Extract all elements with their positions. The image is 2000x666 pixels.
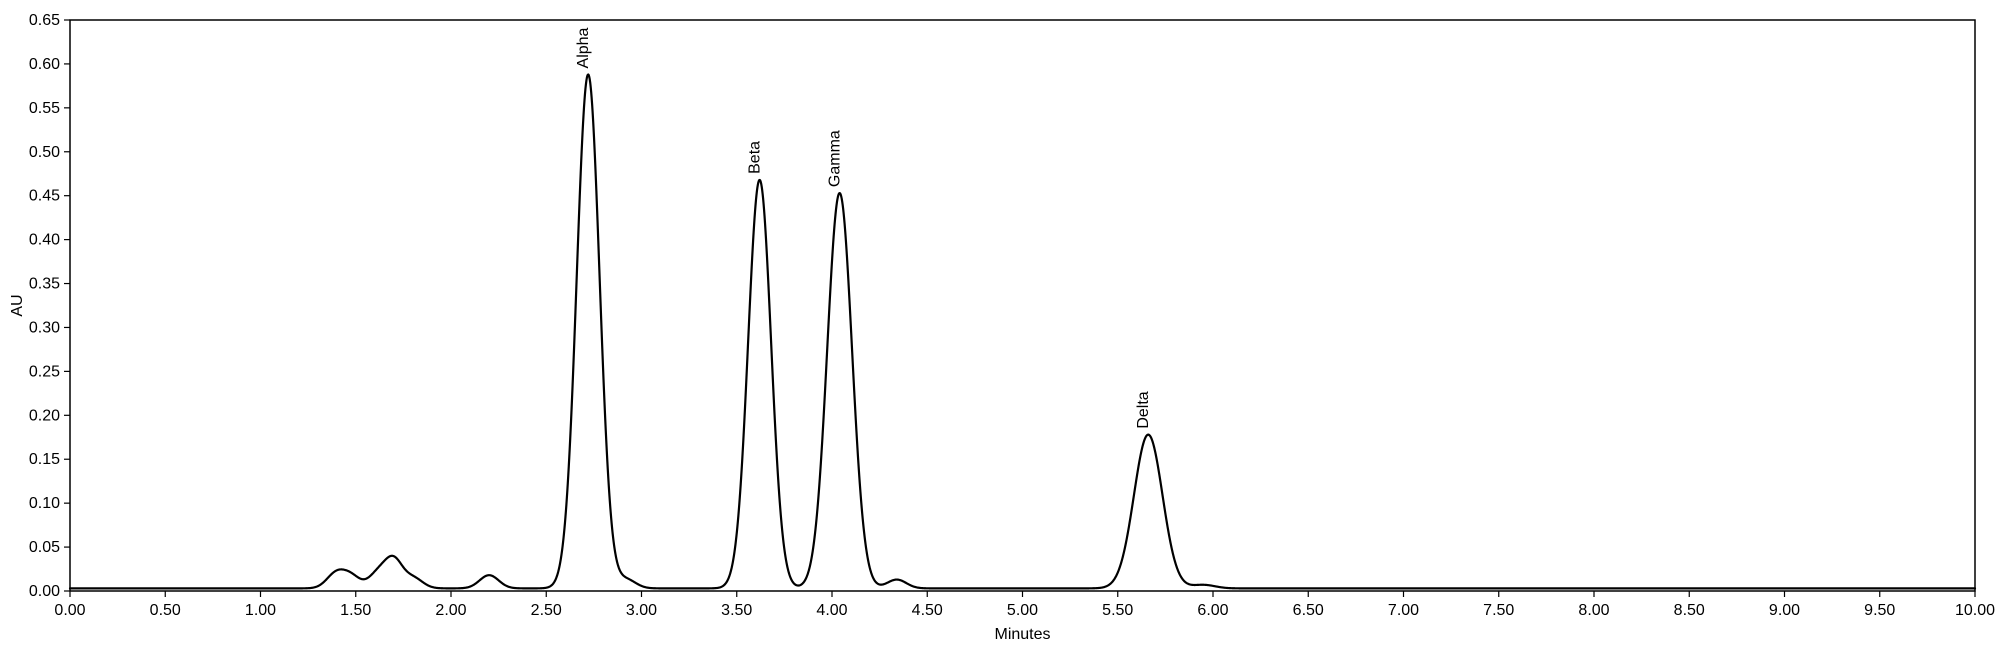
y-tick-label: 0.30 <box>29 319 60 336</box>
x-tick-label: 3.50 <box>721 602 752 619</box>
y-tick-label: 0.35 <box>29 276 60 293</box>
x-tick-label: 1.50 <box>340 602 371 619</box>
y-tick-label: 0.25 <box>29 363 60 380</box>
x-tick-label: 6.00 <box>1197 602 1228 619</box>
chromatogram-chart: 0.00 0.05 0.10 0.15 0.20 0.25 0.30 0.35 0.40 0.45… <box>0 0 2000 666</box>
peak-label: Beta <box>747 141 764 174</box>
peak-label: Alpha <box>575 27 592 68</box>
peak-label: Delta <box>1135 391 1152 428</box>
x-tick-label: 5.50 <box>1102 602 1133 619</box>
y-tick-label: 0.10 <box>29 495 60 512</box>
x-tick-label: 4.50 <box>912 602 943 619</box>
x-tick-label: 2.50 <box>531 602 562 619</box>
x-tick-label: 7.00 <box>1388 602 1419 619</box>
y-tick-label: 0.00 <box>29 583 60 600</box>
x-tick-label: 4.00 <box>816 602 847 619</box>
y-tick-label: 0.55 <box>29 100 60 117</box>
x-tick-label: 9.00 <box>1769 602 1800 619</box>
x-tick-label: 5.00 <box>1007 602 1038 619</box>
x-tick-label: 10.00 <box>1955 602 1995 619</box>
y-axis-title: AU <box>9 294 26 316</box>
peak-label: Gamma <box>827 130 844 187</box>
x-tick-label: 3.00 <box>626 602 657 619</box>
y-tick-label: 0.65 <box>29 12 60 29</box>
y-tick-label: 0.05 <box>29 539 60 556</box>
x-tick-label: 6.50 <box>1293 602 1324 619</box>
y-tick-label: 0.15 <box>29 451 60 468</box>
x-tick-label: 2.00 <box>435 602 466 619</box>
x-tick-label: 0.50 <box>150 602 181 619</box>
y-tick-label: 0.50 <box>29 144 60 161</box>
x-tick-label: 1.00 <box>245 602 276 619</box>
x-tick-label: 9.50 <box>1864 602 1895 619</box>
y-tick-label: 0.40 <box>29 232 60 249</box>
x-tick-label: 0.00 <box>54 602 85 619</box>
x-tick-label: 8.00 <box>1578 602 1609 619</box>
y-tick-label: 0.45 <box>29 188 60 205</box>
chart-svg: 0.00 0.05 0.10 0.15 0.20 0.25 0.30 0.35 0.40 0.45… <box>0 0 2000 666</box>
x-tick-label: 8.50 <box>1674 602 1705 619</box>
y-tick-label: 0.60 <box>29 56 60 73</box>
x-tick-label: 7.50 <box>1483 602 1514 619</box>
x-axis-title: Minutes <box>994 626 1050 643</box>
y-tick-label: 0.20 <box>29 407 60 424</box>
